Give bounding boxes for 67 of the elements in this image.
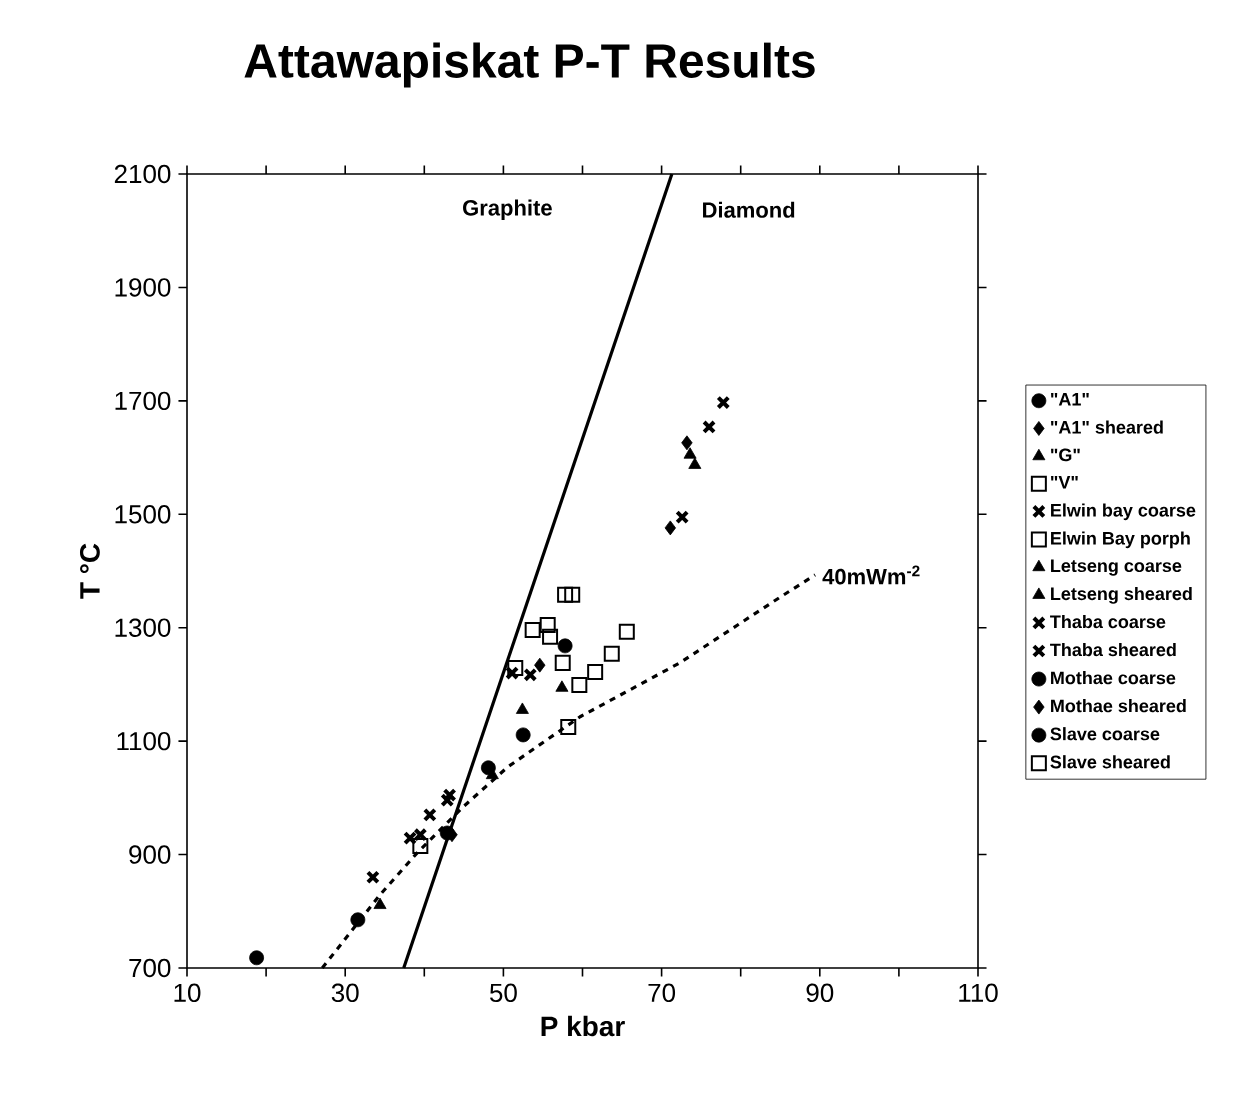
- legend-label: Elwin Bay porph: [1051, 531, 1190, 549]
- point: [554, 654, 571, 671]
- x-axis-title: P kbar: [541, 1015, 625, 1037]
- legend-label: "G": [1051, 448, 1080, 462]
- point: [480, 760, 496, 776]
- point: [524, 621, 541, 638]
- legend-label: Mothae sheared: [1051, 699, 1186, 713]
- point: [702, 419, 717, 434]
- x-tick-label: 30: [331, 983, 359, 1003]
- legend-label: Elwin bay coarse: [1051, 503, 1196, 521]
- legend-label: "V": [1051, 476, 1078, 489]
- point: [542, 628, 559, 645]
- point: [675, 510, 690, 525]
- point: [515, 702, 529, 714]
- point: [555, 680, 569, 692]
- point: [560, 718, 577, 735]
- legend-label: Thaba sheared: [1050, 642, 1176, 657]
- point: [587, 663, 604, 680]
- legend-label: Mothae coarse: [1051, 671, 1176, 685]
- point: [716, 395, 731, 410]
- legend-label: Slave coarse: [1050, 727, 1160, 741]
- point: [249, 950, 265, 966]
- point: [422, 807, 437, 822]
- point: [515, 727, 531, 743]
- legend-label: "A1" sheared: [1051, 420, 1163, 434]
- point: [523, 667, 538, 682]
- point: [350, 912, 366, 928]
- point: [412, 838, 429, 855]
- y-tick-label: 900: [129, 845, 171, 864]
- point: [681, 435, 693, 451]
- point: [564, 586, 581, 603]
- point: [571, 677, 588, 693]
- point: [557, 586, 574, 603]
- y-tick-label: 2100: [114, 164, 171, 184]
- y-axis-title: T °C: [79, 543, 100, 599]
- y-tick-label: 1100: [117, 731, 171, 751]
- x-tick-label: 90: [806, 983, 834, 1003]
- point: [557, 638, 573, 654]
- y-tick-label: 1900: [115, 278, 171, 297]
- annotation: Graphite: [463, 199, 552, 220]
- point: [365, 870, 380, 885]
- chart-title: Attawapiskat P-T Results: [244, 42, 815, 88]
- point: [439, 825, 455, 841]
- legend-label: Letseng sheared: [1051, 586, 1192, 604]
- legend-label: Letseng coarse: [1051, 559, 1182, 576]
- point: [534, 657, 546, 673]
- point: [539, 616, 556, 633]
- legend-label: Thaba coarse: [1050, 614, 1166, 629]
- x-tick-label: 70: [648, 983, 676, 1003]
- point: [507, 659, 524, 676]
- y-tick-label: 1300: [115, 618, 171, 637]
- legend-label: Slave sheared: [1050, 755, 1170, 769]
- point: [688, 457, 702, 469]
- annotation: 40mWm$^{-2}$: [822, 565, 920, 585]
- y-tick-label: 1700: [115, 391, 171, 411]
- x-tick-label: 110: [959, 983, 998, 1003]
- point: [618, 623, 635, 640]
- point: [664, 520, 676, 536]
- point: [505, 666, 520, 681]
- annotation: Diamond: [703, 201, 795, 218]
- x-tick-label: 50: [489, 983, 517, 1003]
- point: [603, 645, 620, 662]
- x-tick-label: 10: [174, 983, 201, 1003]
- point: [683, 447, 697, 459]
- y-tick-label: 1500: [115, 505, 171, 524]
- legend-label: "A1": [1051, 393, 1089, 406]
- y-tick-label: 700: [129, 958, 171, 978]
